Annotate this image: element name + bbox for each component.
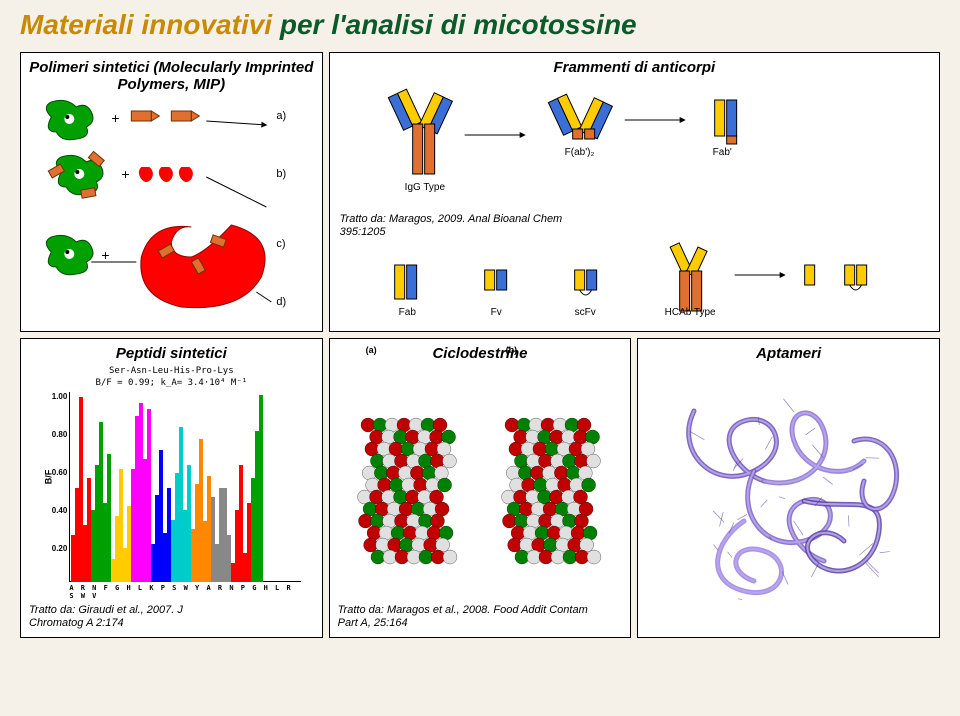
cell-mip: Polimeri sintetici (Molecularly Imprinte… [20,52,323,332]
cd-caption: Tratto da: Maragos et al., 2008. Food Ad… [338,604,598,630]
svg-text:IgG Type: IgG Type [404,182,445,193]
peptide-bf: B/F = 0.99; k_A= 3.4·10⁴ M⁻¹ [27,378,316,388]
antibody-header: Frammenti di anticorpi [336,59,933,76]
content-grid: Polimeri sintetici (Molecularly Imprinte… [0,42,960,648]
peptide-header: Peptidi sintetici [27,345,316,362]
cd-diagram [336,366,625,616]
svg-text:d): d) [276,296,286,308]
aptamer-header: Aptameri [644,345,933,362]
cell-cyclodextrin: Ciclodestrine (a) (b) Tratto da: Maragos… [329,338,632,638]
cd-header: Ciclodestrine [336,345,625,362]
mip-diagram: + a) + b) c) d) [27,97,316,327]
title-accent: Materiali innovativi [20,9,280,40]
title-main: per l'analisi di micotossine [280,9,637,40]
cell-antibody: Frammenti di anticorpi IgG Type [329,52,940,332]
cell-peptide: Peptidi sintetici Ser-Asn-Leu-His-Pro-Ly… [20,338,323,638]
svg-text:HCAb Type: HCAb Type [664,307,715,318]
svg-text:a): a) [276,110,286,122]
peptide-seq: Ser-Asn-Leu-His-Pro-Lys [27,366,316,376]
peptide-caption: Tratto da: Giraudi et al., 2007. J Chrom… [29,604,229,630]
svg-text:b): b) [276,168,286,180]
cell-aptamer: Aptameri [637,338,940,638]
svg-text:scFv: scFv [574,307,595,318]
svg-text:+: + [101,247,109,263]
svg-text:c): c) [276,238,285,250]
svg-text:+: + [111,110,119,126]
antibody-diagram: IgG Type F(ab')₂ [336,80,933,330]
svg-text:+: + [121,166,129,182]
aptamer-diagram [644,366,933,626]
svg-text:Fv: Fv [490,307,501,318]
svg-text:F(ab')₂: F(ab')₂ [564,147,594,158]
svg-text:Fab': Fab' [712,147,731,158]
mip-header: Polimeri sintetici (Molecularly Imprinte… [27,59,316,93]
peptide-chart: B/F 1.000.800.600.400.20 A R N F G H L K… [41,392,301,602]
page-title: Materiali innovativi per l'analisi di mi… [0,0,960,42]
svg-text:Fab: Fab [398,307,416,318]
antibody-caption: Tratto da: Maragos, 2009. Anal Bioanal C… [340,213,600,239]
